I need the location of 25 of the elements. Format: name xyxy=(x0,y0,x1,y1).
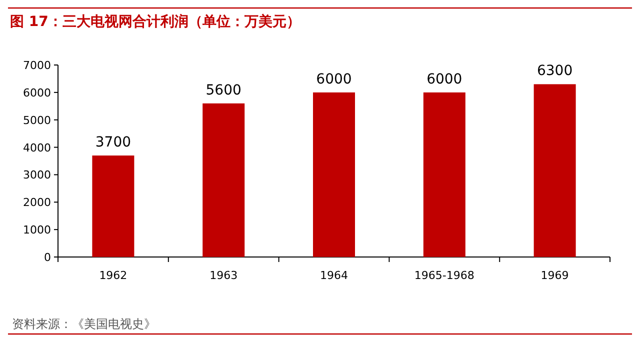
bar xyxy=(423,92,466,257)
y-tick-label: 1000 xyxy=(23,224,51,237)
text: 资料来源：《美国电视史》 xyxy=(12,317,156,331)
x-tick-label: 1965-1968 xyxy=(414,269,474,282)
chart-title: 图 17：三大电视网合计利润（单位：万美元） xyxy=(10,13,300,30)
data-label: 3700 xyxy=(95,134,132,151)
bar xyxy=(92,156,134,257)
data-label: 6000 xyxy=(316,71,352,88)
y-tick-label: 3000 xyxy=(23,168,51,182)
data-label: 5600 xyxy=(206,82,242,98)
x-tick-label: 1964 xyxy=(320,269,348,282)
bar xyxy=(313,92,355,257)
y-tick-label: 5000 xyxy=(23,114,51,127)
x-tick-label: 1962 xyxy=(99,269,128,282)
data-label: 6300 xyxy=(536,63,573,80)
y-tick-label: 7000 xyxy=(23,59,51,72)
x-tick-label: 1969 xyxy=(540,269,569,282)
bar xyxy=(534,84,576,257)
y-tick-label: 2000 xyxy=(23,196,51,210)
data-label: 6000 xyxy=(426,71,462,88)
y-tick-label: 0 xyxy=(44,251,51,264)
y-tick-label: 4000 xyxy=(23,141,51,154)
y-tick-label: 6000 xyxy=(23,86,51,100)
bar xyxy=(202,103,245,257)
x-tick-label: 1963 xyxy=(210,269,238,282)
